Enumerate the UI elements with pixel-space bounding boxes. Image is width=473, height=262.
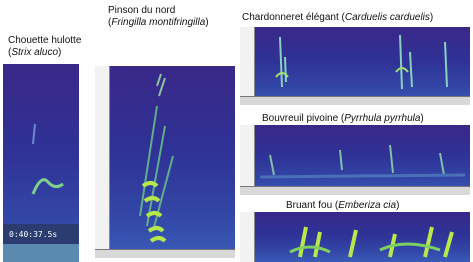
label-line: (Strix aluco) bbox=[8, 47, 81, 59]
label-text: Bruant fou ( bbox=[286, 200, 338, 211]
label-line: Bouvreuil pivoine (Pyrrhula pyrrhula) bbox=[262, 113, 424, 125]
spectrogram-art bbox=[240, 125, 470, 195]
latin-name: Strix aluco bbox=[11, 47, 58, 58]
latin-name: Fringilla montifringilla bbox=[111, 17, 205, 28]
toolbar bbox=[240, 96, 470, 105]
label-line: Pinson du nord bbox=[108, 5, 209, 17]
latin-name: Pyrrhula pyrrhula bbox=[344, 113, 420, 124]
spectrogram: 0:40:37.5s bbox=[3, 64, 79, 262]
label-text: ) bbox=[420, 113, 423, 124]
label-text: ) bbox=[396, 200, 399, 211]
label-line: Bruant fou (Emberiza cia) bbox=[286, 200, 399, 212]
label-text: Chardonneret élégant ( bbox=[242, 12, 345, 23]
page: Chouette hulotte(Strix aluco) Pinson du … bbox=[0, 0, 473, 262]
spectrogram-art bbox=[240, 27, 470, 105]
latin-name: Carduelis carduelis bbox=[345, 12, 430, 23]
label: Bruant fou (Emberiza cia) bbox=[286, 200, 399, 212]
spectrogram-art bbox=[95, 66, 235, 258]
label: Pinson du nord(Fringilla montifringilla) bbox=[108, 5, 209, 29]
label-text: Chouette hulotte bbox=[8, 35, 81, 46]
label-line: Chouette hulotte bbox=[8, 35, 81, 47]
spectrogram bbox=[240, 212, 470, 262]
toolbar bbox=[240, 186, 470, 195]
label: Chouette hulotte(Strix aluco) bbox=[8, 35, 81, 59]
spectrogram bbox=[240, 125, 470, 195]
label-text: ) bbox=[430, 12, 433, 23]
label-text: Bouvreuil pivoine ( bbox=[262, 113, 344, 124]
label: Chardonneret élégant (Carduelis cardueli… bbox=[242, 12, 433, 24]
spectrogram bbox=[240, 27, 470, 105]
label-text: Pinson du nord bbox=[108, 5, 175, 16]
label-text: ) bbox=[58, 47, 61, 58]
label-text: ) bbox=[205, 17, 208, 28]
latin-name: Emberiza cia bbox=[338, 200, 396, 211]
timestamp: 0:40:37.5s bbox=[9, 230, 57, 239]
toolbar bbox=[95, 249, 235, 258]
spectrogram bbox=[95, 66, 235, 258]
label: Bouvreuil pivoine (Pyrrhula pyrrhula) bbox=[262, 113, 424, 125]
label-line: Chardonneret élégant (Carduelis cardueli… bbox=[242, 12, 433, 24]
label-line: (Fringilla montifringilla) bbox=[108, 17, 209, 29]
spectrogram-art bbox=[240, 212, 470, 262]
